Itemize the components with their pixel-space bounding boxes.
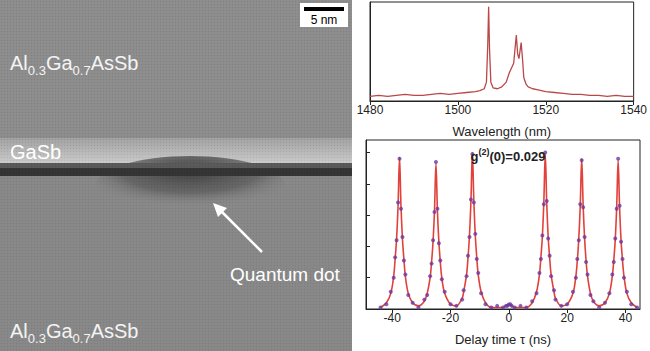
svg-text:(0)=0.029: (0)=0.029 — [489, 149, 545, 164]
svg-text:40: 40 — [619, 311, 633, 325]
svg-text:g: g — [471, 149, 479, 164]
svg-text:Quantum dot: Quantum dot — [230, 264, 341, 285]
svg-text:1500: 1500 — [445, 103, 472, 117]
svg-text:Al0.3Ga0.7AsSb: Al0.3Ga0.7AsSb — [10, 52, 138, 78]
svg-text:1480: 1480 — [357, 103, 384, 117]
svg-text:-20: -20 — [442, 311, 460, 325]
svg-text:(2): (2) — [478, 147, 489, 157]
svg-text:-40: -40 — [384, 311, 402, 325]
svg-text:Al0.3Ga0.7AsSb: Al0.3Ga0.7AsSb — [10, 320, 138, 346]
svg-text:GaSb: GaSb — [10, 141, 61, 163]
svg-text:Delay time τ (ns): Delay time τ (ns) — [455, 332, 551, 347]
svg-text:20: 20 — [560, 311, 574, 325]
svg-text:5 nm: 5 nm — [311, 13, 338, 27]
svg-text:0: 0 — [505, 311, 512, 325]
svg-text:1540: 1540 — [620, 103, 647, 117]
svg-text:Wavelength (nm): Wavelength (nm) — [453, 124, 551, 139]
svg-text:1520: 1520 — [532, 103, 559, 117]
